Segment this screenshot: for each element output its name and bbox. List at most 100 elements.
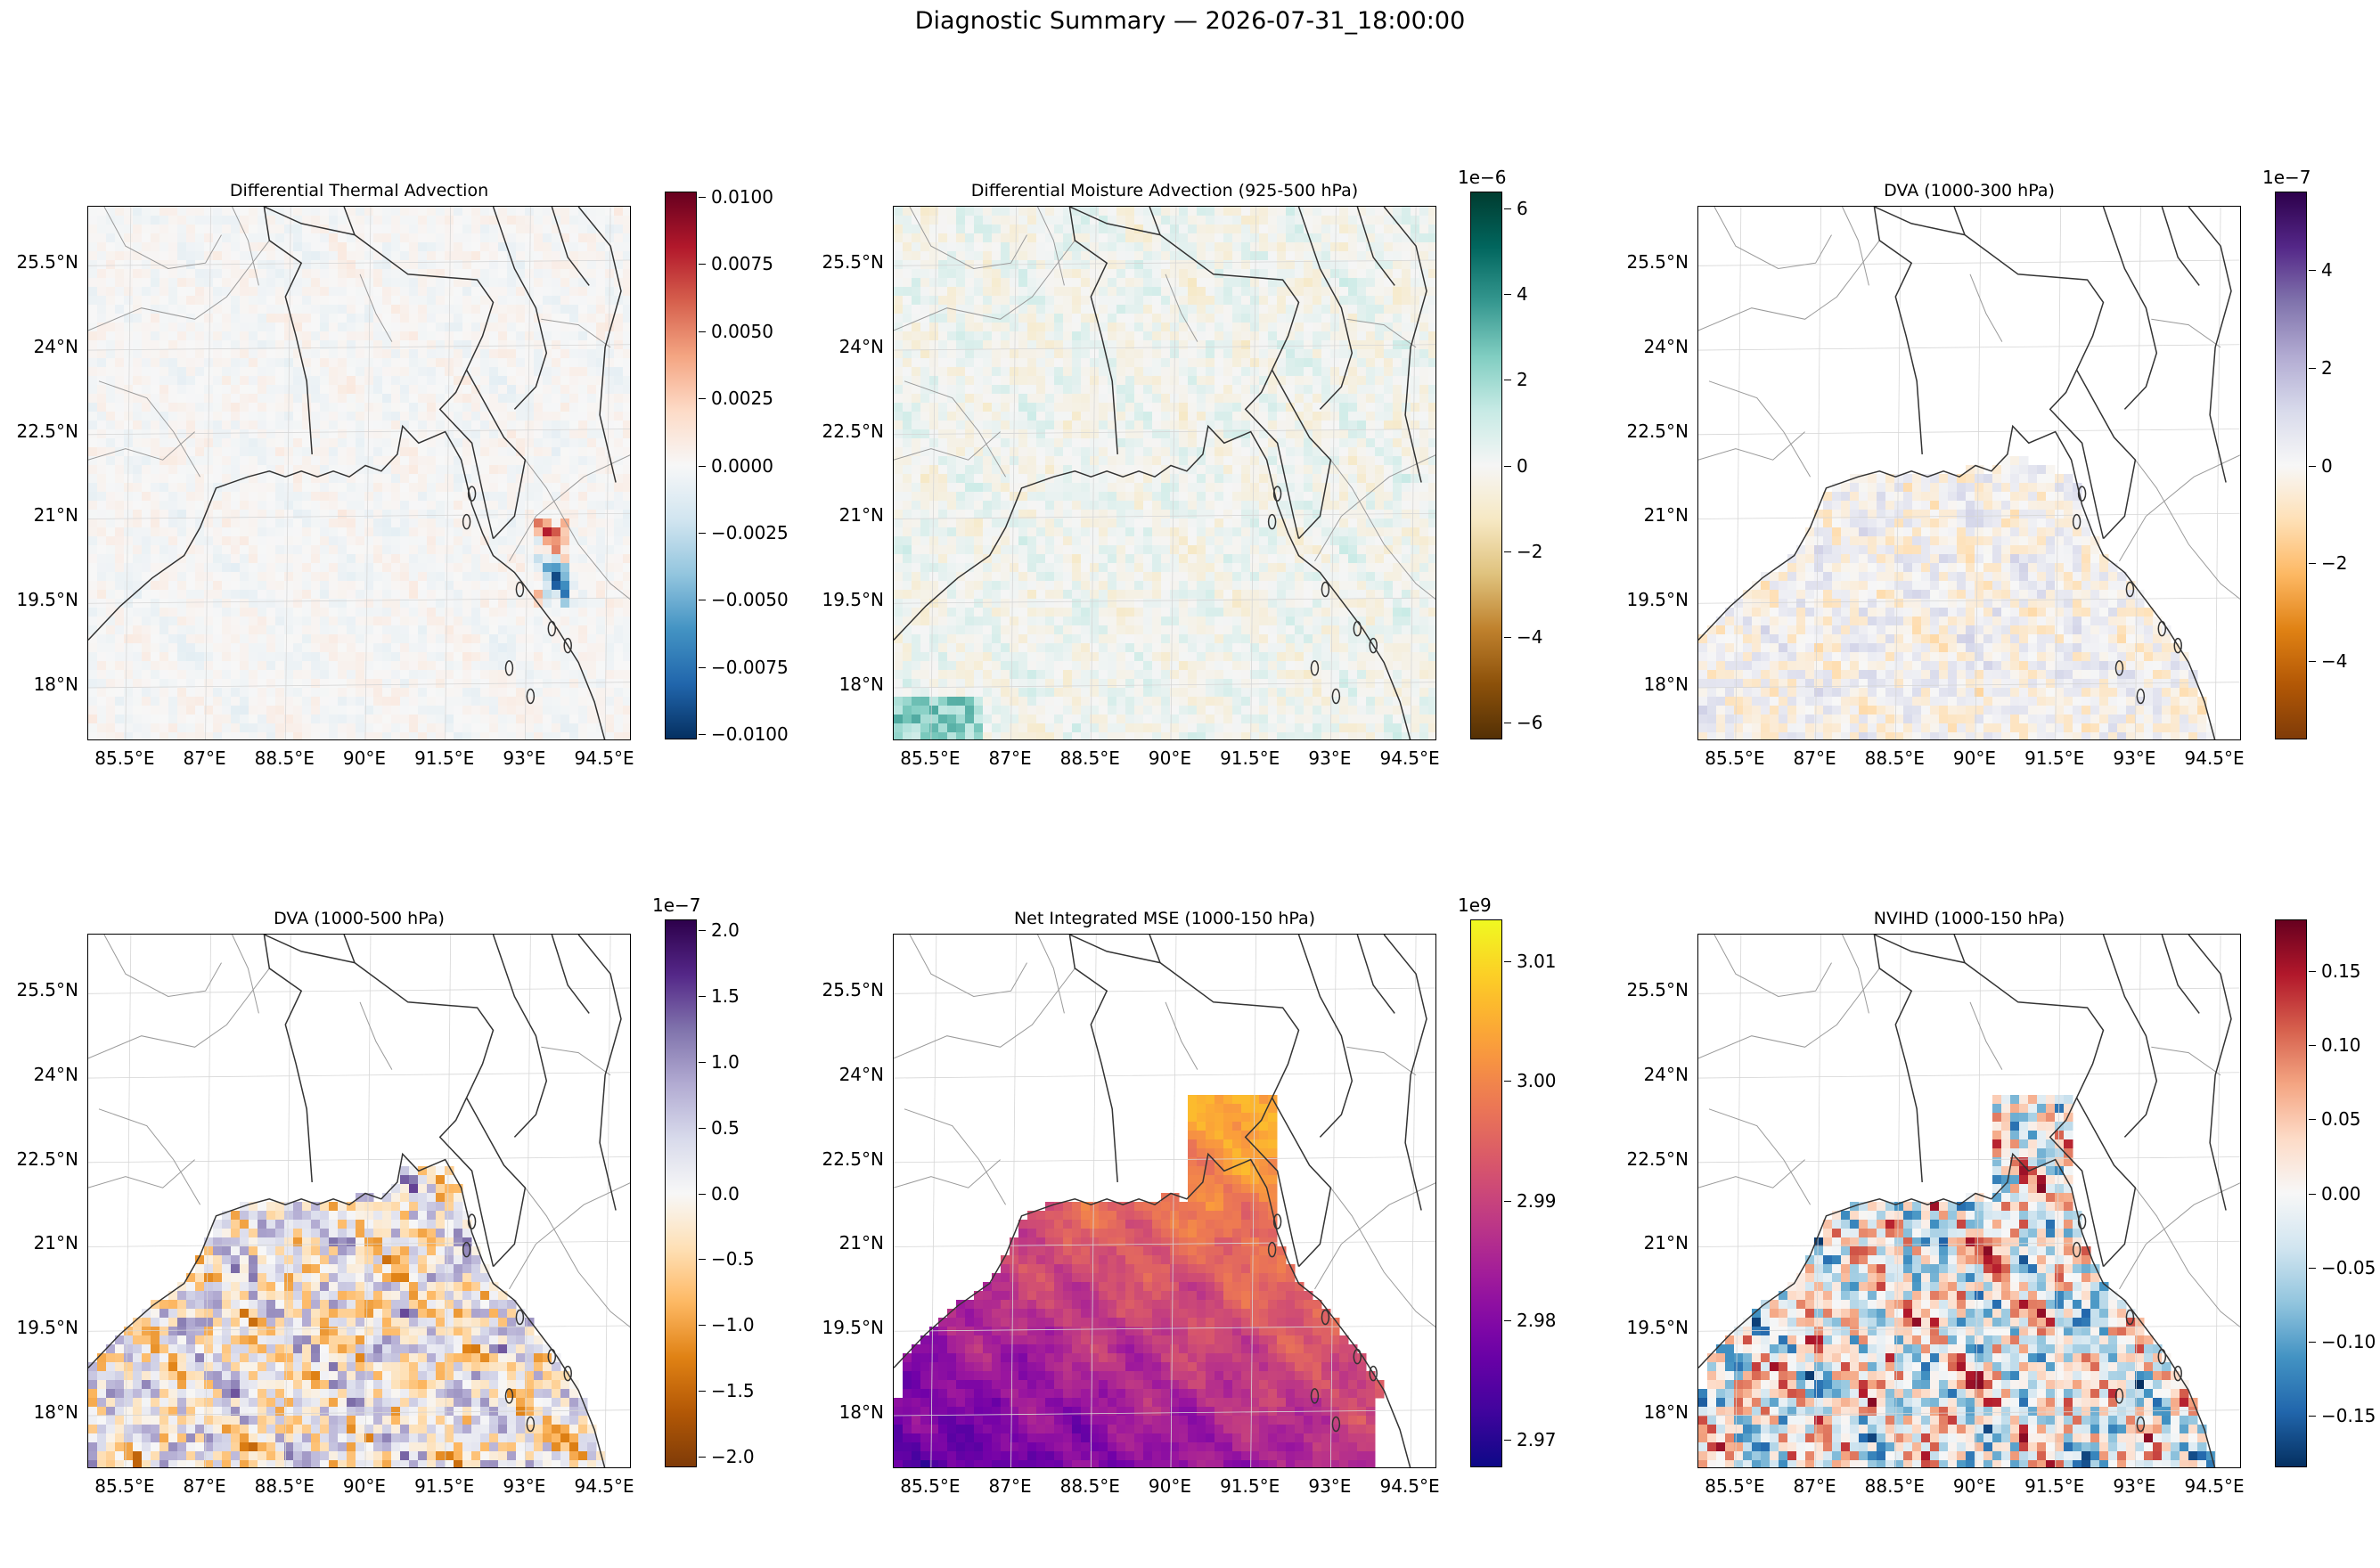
heatmap-cell — [177, 706, 187, 715]
heatmap-cell — [1419, 367, 1429, 377]
heatmap-cell — [177, 331, 187, 341]
heatmap-cell — [903, 242, 912, 252]
heatmap-cell — [560, 376, 570, 386]
heatmap-cell — [418, 216, 428, 225]
heatmap-cell — [578, 314, 588, 323]
heatmap-cell — [578, 661, 588, 671]
map-svg — [894, 207, 1435, 739]
heatmap-cell — [507, 661, 517, 671]
heatmap-cell — [605, 207, 615, 216]
heatmap-cell — [213, 510, 223, 519]
heatmap-cell — [1286, 376, 1296, 386]
heatmap-cell — [124, 305, 134, 314]
heatmap-cell — [498, 465, 508, 475]
heatmap-cell — [356, 732, 365, 739]
heatmap-cell — [1134, 296, 1144, 306]
heatmap-cell — [373, 661, 383, 671]
heatmap-cell — [1206, 251, 1215, 261]
heatmap-cell — [1054, 207, 1064, 216]
heatmap-cell — [133, 679, 143, 689]
heatmap-cell — [596, 260, 606, 270]
heatmap-cell — [329, 242, 339, 252]
heatmap-cell — [177, 697, 187, 706]
heatmap-cell — [213, 296, 223, 306]
heatmap-cell — [587, 732, 597, 739]
heatmap-cell — [552, 706, 561, 715]
heatmap-cell — [983, 385, 993, 395]
heatmap-cell — [320, 572, 330, 582]
heatmap-cell — [552, 545, 561, 555]
heatmap-cell — [605, 670, 615, 680]
heatmap-cell — [186, 216, 196, 225]
heatmap-cell — [516, 233, 526, 243]
heatmap-cell — [605, 216, 615, 225]
heatmap-cell — [1081, 287, 1091, 297]
heatmap-cell — [159, 670, 169, 680]
heatmap-cell — [159, 358, 169, 368]
heatmap-cell — [106, 652, 116, 662]
heatmap-cell — [525, 572, 535, 582]
heatmap-cell — [543, 732, 552, 739]
heatmap-cell — [338, 296, 348, 306]
heatmap-cell — [142, 447, 151, 457]
heatmap-cell — [543, 385, 552, 395]
heatmap-cell — [373, 367, 383, 377]
heatmap-cell — [912, 260, 921, 270]
heatmap-cell — [409, 608, 419, 617]
heatmap-cell — [115, 715, 125, 724]
heatmap-cell — [445, 260, 454, 270]
heatmap-cell — [329, 723, 339, 733]
heatmap-cell — [623, 643, 630, 653]
heatmap-cell — [186, 225, 196, 234]
heatmap-cell — [275, 679, 285, 689]
heatmap-cell — [462, 233, 472, 243]
heatmap-cell — [159, 643, 169, 653]
heatmap-cell — [507, 501, 517, 510]
heatmap-cell — [992, 251, 1002, 261]
heatmap-cell — [480, 536, 490, 546]
heatmap-cell — [569, 233, 579, 243]
heatmap-cell — [1027, 269, 1037, 279]
heatmap-cell — [302, 652, 312, 662]
heatmap-cell — [284, 474, 294, 484]
heatmap-cell — [177, 483, 187, 493]
heatmap-cell — [516, 625, 526, 635]
heatmap-cell — [1081, 278, 1091, 288]
heatmap-cell — [293, 732, 303, 739]
heatmap-cell — [1116, 225, 1126, 234]
heatmap-cell — [266, 483, 276, 493]
heatmap-cell — [284, 233, 294, 243]
heatmap-cell — [151, 527, 160, 537]
heatmap-cell — [1402, 251, 1411, 261]
heatmap-cell — [956, 340, 966, 350]
heatmap-cell — [427, 331, 437, 341]
island — [526, 688, 536, 705]
heatmap-cell — [1304, 207, 1313, 216]
heatmap-cell — [329, 403, 339, 412]
heatmap-cell — [552, 438, 561, 448]
heatmap-cell — [115, 723, 125, 733]
heatmap-cell — [124, 581, 134, 591]
heatmap-cell — [912, 340, 921, 350]
heatmap-cell — [534, 723, 544, 733]
heatmap-cell — [614, 697, 624, 706]
heatmap-cell — [151, 510, 160, 519]
heatmap-cell — [159, 296, 169, 306]
heatmap-cell — [382, 599, 392, 608]
heatmap-cell — [489, 260, 499, 270]
heatmap-cell — [587, 536, 597, 546]
heatmap-cell — [1108, 207, 1117, 216]
heatmap-cell — [177, 233, 187, 243]
heatmap-cell — [578, 554, 588, 564]
heatmap-cell — [1152, 216, 1162, 225]
heatmap-cell — [1134, 349, 1144, 359]
heatmap-cell — [1375, 216, 1385, 225]
heatmap-cell — [320, 625, 330, 635]
heatmap-cell — [903, 233, 912, 243]
heatmap-cell — [605, 688, 615, 698]
heatmap-cell — [525, 617, 535, 626]
heatmap-cell — [578, 269, 588, 279]
heatmap-cell — [1277, 233, 1287, 243]
heatmap-cell — [516, 465, 526, 475]
heatmap-cell — [1063, 207, 1073, 216]
